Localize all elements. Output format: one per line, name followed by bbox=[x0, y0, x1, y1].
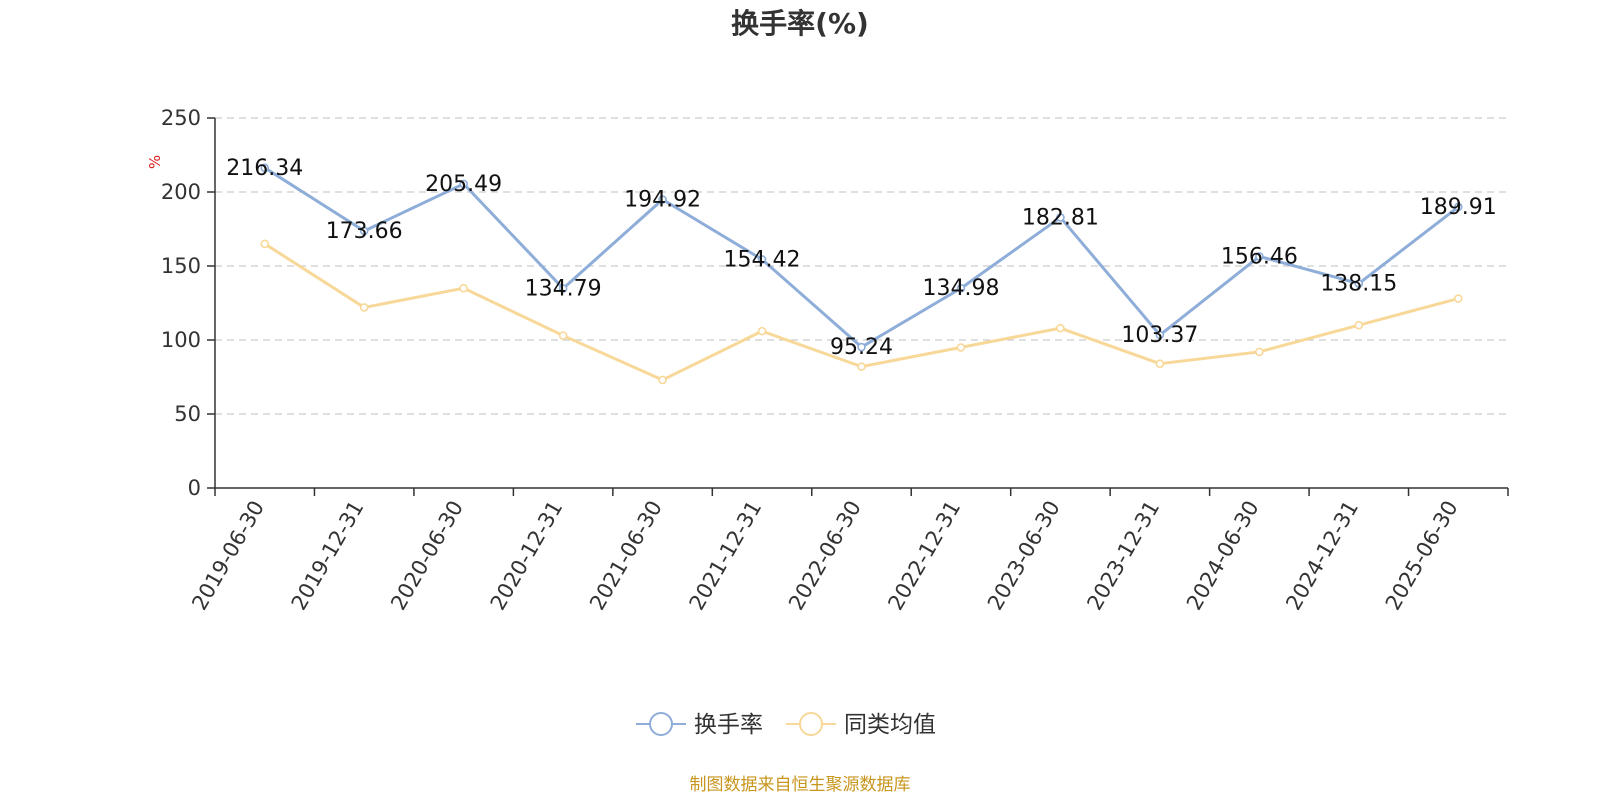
data-point bbox=[658, 375, 667, 385]
data-label: 216.34 bbox=[226, 156, 303, 181]
y-axis-ticks: 0 50 100 150 200 250 bbox=[161, 106, 215, 500]
data-label: 134.98 bbox=[922, 276, 999, 301]
x-tick-label: 2025-06-30 bbox=[1381, 497, 1463, 615]
legend-marker bbox=[799, 712, 823, 736]
data-point bbox=[956, 283, 966, 293]
data-label: 138.15 bbox=[1320, 272, 1397, 297]
y-tick-label: 250 bbox=[161, 106, 201, 130]
data-label: 182.81 bbox=[1022, 205, 1099, 230]
data-label: 103.37 bbox=[1121, 323, 1198, 348]
y-axis-unit-label: % bbox=[146, 155, 164, 169]
series-lines bbox=[260, 163, 1463, 385]
x-tick-label: 2019-06-30 bbox=[187, 497, 269, 615]
x-tick-label: 2024-06-30 bbox=[1182, 497, 1264, 615]
x-tick-label: 2024-12-31 bbox=[1281, 497, 1363, 615]
y-tick-label: 0 bbox=[188, 476, 201, 500]
data-label: 205.49 bbox=[425, 172, 502, 197]
source-note: 制图数据来自恒生聚源数据库 bbox=[690, 775, 911, 795]
legend: 换手率 同类均值 bbox=[636, 712, 936, 738]
x-tick-label: 2022-12-31 bbox=[883, 497, 965, 615]
legend-label: 同类均值 bbox=[844, 712, 936, 738]
data-label: 95.24 bbox=[830, 335, 893, 360]
data-point bbox=[359, 226, 369, 236]
data-point bbox=[459, 283, 468, 293]
x-tick-label: 2022-06-30 bbox=[784, 497, 866, 615]
data-point bbox=[1453, 294, 1463, 303]
data-point bbox=[1155, 359, 1165, 368]
data-point bbox=[260, 239, 270, 249]
x-tick-label: 2019-12-31 bbox=[287, 497, 369, 615]
data-point bbox=[459, 179, 468, 189]
legend-marker bbox=[649, 712, 673, 736]
data-labels: 216.34 173.66 205.49 134.79 194.92 154.42 95.2… bbox=[226, 156, 1497, 360]
chart-title: 换手率(%) bbox=[731, 7, 869, 40]
x-axis-ticks: 2019-06-30 2019-12-31 2020-06-30 2020-12-31… bbox=[187, 488, 1509, 615]
data-point bbox=[857, 342, 866, 352]
data-point bbox=[1056, 323, 1065, 333]
legend-label: 换手率 bbox=[694, 712, 763, 738]
data-label: 156.46 bbox=[1221, 244, 1298, 269]
data-point bbox=[558, 284, 568, 293]
x-tick-label: 2020-06-30 bbox=[386, 496, 468, 614]
data-point bbox=[558, 331, 568, 340]
y-tick-label: 50 bbox=[174, 402, 201, 426]
x-tick-label: 2021-06-30 bbox=[585, 497, 667, 615]
data-point bbox=[956, 343, 966, 352]
x-tick-label: 2023-06-30 bbox=[983, 497, 1065, 615]
x-tick-label: 2021-12-31 bbox=[685, 497, 767, 615]
data-label: 189.91 bbox=[1420, 195, 1497, 220]
data-point bbox=[857, 362, 866, 371]
data-point bbox=[260, 163, 270, 173]
data-point bbox=[1056, 213, 1065, 222]
data-label: 134.79 bbox=[525, 277, 602, 302]
axes bbox=[214, 118, 1508, 489]
data-point bbox=[1255, 347, 1264, 357]
data-label: 194.92 bbox=[624, 188, 701, 213]
x-tick-label: 2020-12-31 bbox=[486, 497, 568, 615]
data-point bbox=[658, 195, 667, 204]
data-point bbox=[757, 326, 767, 336]
data-point bbox=[757, 255, 767, 264]
data-point bbox=[1453, 202, 1463, 212]
y-tick-label: 150 bbox=[161, 254, 201, 278]
data-point bbox=[359, 303, 369, 312]
y-tick-label: 100 bbox=[161, 328, 201, 352]
y-tick-label: 200 bbox=[161, 180, 201, 204]
data-point bbox=[1155, 330, 1165, 340]
data-label: 173.66 bbox=[326, 219, 403, 244]
data-point bbox=[1354, 279, 1364, 288]
data-point bbox=[1354, 320, 1364, 330]
x-tick-label: 2023-12-31 bbox=[1082, 497, 1164, 615]
data-point bbox=[1255, 252, 1264, 261]
data-label: 154.42 bbox=[724, 247, 801, 272]
